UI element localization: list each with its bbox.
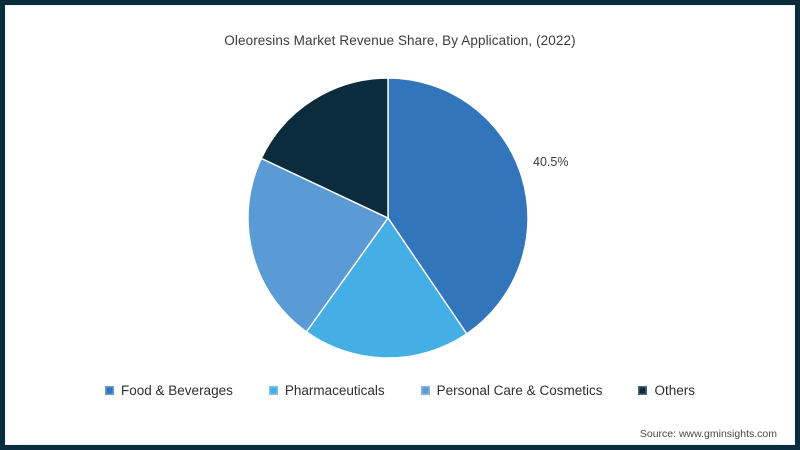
footer-divider	[19, 444, 781, 445]
source-attribution: Source: www.gminsights.com	[639, 428, 777, 440]
legend-item[interactable]: Personal Care & Cosmetics	[420, 383, 603, 398]
legend-color-swatch	[105, 386, 115, 395]
pie-chart-plot-area	[247, 77, 529, 359]
pie-svg	[247, 77, 529, 359]
pie-slice[interactable]	[305, 216, 468, 359]
legend-color-swatch	[268, 386, 278, 395]
pie-slice[interactable]	[260, 77, 389, 220]
page-title: Oleoresins Market Revenue Share, By Appl…	[224, 33, 576, 48]
pie-slice[interactable]	[387, 77, 529, 335]
legend-item-label: Food & Beverages	[121, 383, 233, 398]
legend-item-label: Others	[654, 383, 695, 398]
legend-item[interactable]: Others	[638, 383, 695, 398]
legend-item-label: Pharmaceuticals	[284, 383, 385, 398]
legend-item[interactable]: Food & Beverages	[105, 383, 233, 398]
legend-item-label: Personal Care & Cosmetics	[436, 383, 603, 398]
legend-color-swatch	[420, 386, 430, 395]
pie-slice-group	[247, 77, 529, 359]
legend-color-swatch	[638, 386, 648, 395]
slice-value-label: 40.5%	[533, 155, 569, 169]
legend-item[interactable]: Pharmaceuticals	[268, 383, 385, 398]
chart-legend: Food & Beverages Pharmaceuticals Personal …	[5, 383, 795, 398]
